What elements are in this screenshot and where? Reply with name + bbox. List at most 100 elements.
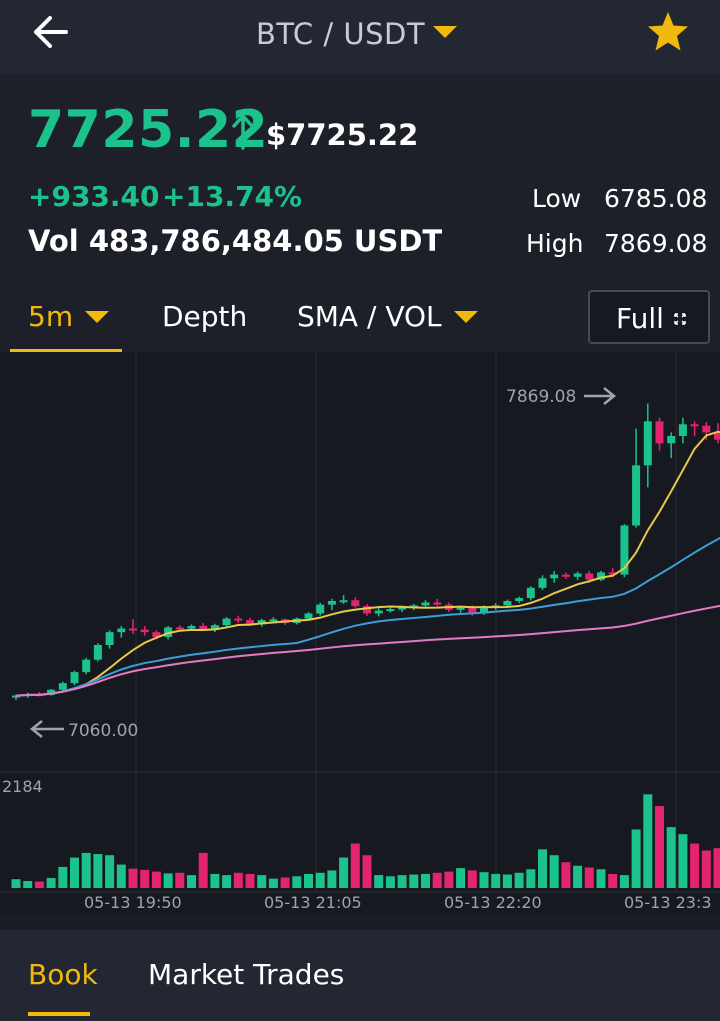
volume-bar [397,875,407,888]
tab-market-trades[interactable]: Market Trades [148,958,345,991]
candle-body [129,628,137,631]
time-axis-label: 05-13 21:05 [264,893,362,912]
volume-bar [631,829,641,888]
chevron-down-icon [85,310,110,323]
tab-interval-label: 5m [28,300,74,333]
volume-bar [292,876,302,888]
favorite-star-icon[interactable] [646,10,690,54]
candle-body [526,587,535,599]
volume-bar [105,855,115,888]
last-price: 7725.22 [28,100,269,160]
active-tab-indicator [10,349,122,353]
candle-body [82,659,91,673]
candle-body [433,602,442,605]
volume-bar [46,878,56,888]
time-axis-label: 05-13 19:50 [84,893,182,912]
volume-bar [409,874,419,888]
volume-bar [210,873,220,888]
candle-body [643,421,652,466]
volume-bar [502,874,512,888]
volume-bar [268,878,278,888]
volume-bar [456,868,466,888]
volume-bar [619,875,629,888]
volume-bar [350,843,360,888]
volume-bar [432,872,442,888]
tab-interval[interactable]: 5m [28,300,110,333]
candle-body [456,607,465,610]
expand-icon [674,313,686,325]
candle-body [152,632,161,637]
volume-bar [643,794,653,888]
time-axis-label: 05-13 22:20 [444,893,542,912]
volume-bar [491,873,501,888]
volume-bar [233,872,243,888]
volume-bar [479,872,489,888]
price-change-percent: +13.74% [162,180,303,213]
candle-body [316,604,325,614]
volume-bar [140,869,150,888]
pair-selector[interactable]: BTC / USDT [256,14,458,54]
volume-24h: Vol 483,786,484.05 USDT [28,224,443,258]
candle-body [632,465,641,526]
candle-body [421,602,430,606]
candle-body [70,672,79,684]
candle-body [199,625,208,630]
candle-body [585,573,594,580]
candle-body [222,618,231,626]
tab-depth-label: Depth [162,300,248,333]
volume-bar [573,865,583,888]
high-marker-label: 7869.08 [506,387,576,407]
volume-bar [561,862,571,888]
volume-bar [163,873,173,888]
volume-bar [444,871,454,888]
candlestick-chart[interactable]: 7869.08 7060.00 2184 05-13 19:50 05-13 21:05… [0,352,720,914]
high-value: 7869.08 [604,229,708,258]
price-up-arrow-icon [232,114,254,150]
volume-bar [116,864,126,888]
low-marker-arrow [29,720,64,738]
back-arrow-icon[interactable] [28,12,70,52]
top-bar [0,0,720,74]
volume-bar [538,849,547,888]
low-label: Low [532,184,582,213]
volume-bar [339,857,349,888]
candle-body [351,600,360,607]
volume-bar [526,869,536,888]
volume-bar [549,855,559,888]
active-bottom-tab-indicator [28,1012,90,1016]
volume-bar [678,834,688,888]
candle-body [690,424,699,427]
candle-body [234,618,243,621]
candle-body [246,620,254,625]
volume-bar [23,880,33,888]
volume-bar [327,870,337,888]
volume-bar [187,875,196,888]
candle-body [597,572,605,580]
tab-book[interactable]: Book [28,958,98,991]
candle-body [117,628,126,633]
volume-bar [385,876,395,888]
volume-bar [34,881,44,888]
candle-body [538,578,547,588]
tab-indicators-label: SMA / VOL [297,300,442,333]
chart-canvas: 7869.08 7060.00 2184 05-13 19:50 05-13 21:05… [0,352,720,912]
tab-depth[interactable]: Depth [162,300,247,333]
candle-body [140,629,149,633]
candle-body [175,627,184,630]
fullscreen-button[interactable]: Full [588,290,710,344]
volume-bar [690,843,700,888]
candle-body [12,695,20,698]
volume-bar [58,866,68,888]
tab-indicators[interactable]: SMA / VOL [297,300,478,333]
volume-max-label: 2184 [2,777,43,796]
candle-body [105,632,114,645]
low-marker-label: 7060.00 [68,721,138,741]
volume-bar [81,852,91,888]
sma-mid-line [15,536,720,697]
candle-body [573,573,582,577]
candle-body [58,683,67,690]
dropdown-triangle-icon [433,26,458,38]
candle-body [655,421,664,444]
volume-bar [701,850,711,888]
volume-bar [151,871,161,888]
